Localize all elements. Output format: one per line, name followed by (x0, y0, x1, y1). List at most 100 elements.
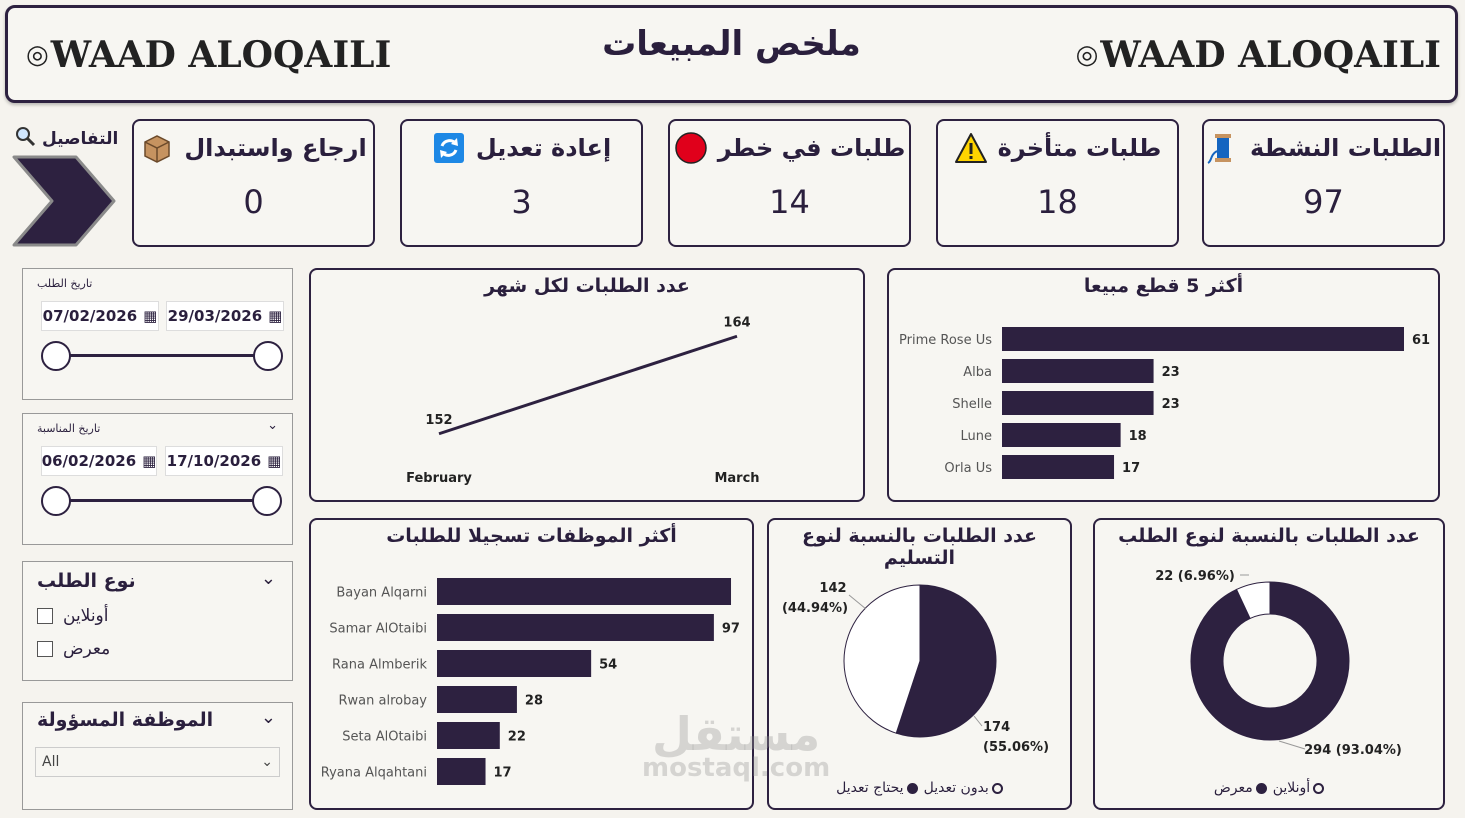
chart-title: أكثر الموظفات تسجيلا للطلبات (386, 525, 677, 547)
slicer-label: تاريخ المناسبة (37, 422, 101, 435)
slider-start-handle[interactable] (41, 486, 71, 516)
legend-item[interactable]: معرض (1214, 780, 1267, 796)
kpi-title: طلبات متأخرة (997, 134, 1162, 162)
category-label: Prime Rose Us (899, 333, 992, 348)
data-label: 17 (494, 766, 512, 781)
details-label: التفاصيل (42, 128, 119, 149)
bar (1002, 327, 1404, 351)
date-range-slider[interactable] (55, 499, 268, 502)
line-chart-svg: 152 February 164 March (406, 315, 759, 486)
data-label: 294 (93.04%) (1304, 743, 1402, 758)
category-label: Ryana Alqahtani (321, 766, 427, 781)
brand-logo: ◎ WAAD ALOQAILI (1076, 34, 1441, 76)
bar (437, 650, 592, 677)
category-label: Alba (963, 365, 992, 380)
legend-item[interactable]: يحتاج تعديل (836, 780, 918, 796)
kpi-value: 14 (769, 183, 810, 221)
bar (1002, 359, 1154, 383)
end-date-input[interactable]: 29/03/2026 ▦ (166, 301, 284, 331)
details-link[interactable]: التفاصيل (14, 125, 118, 152)
category-label: Samar AlOtaibi (329, 622, 427, 637)
kpi-value: 3 (511, 183, 532, 221)
top-items-chart: أكثر 5 قطع مبيعا Prime Rose Us 61 Alba 23 Sh… (887, 268, 1440, 502)
start-date-input[interactable]: 07/02/2026 ▦ (41, 301, 159, 331)
legend-label: يحتاج تعديل (836, 780, 904, 796)
slider-start-handle[interactable] (41, 341, 71, 371)
delivery-type-chart: عدد الطلبات بالنسبة لنوع التسليم 174 (55.… (767, 518, 1072, 810)
package-icon (140, 131, 174, 165)
chart-title: عدد الطلبات لكل شهر (484, 275, 690, 297)
data-label: 28 (525, 694, 543, 709)
date-value: 29/03/2026 (167, 307, 263, 325)
bar (1002, 391, 1154, 415)
brand-logo: ◎ WAAD ALOQAILI (26, 34, 391, 76)
chevron-down-icon[interactable]: ⌄ (260, 568, 276, 589)
kpi-value: 18 (1037, 183, 1078, 221)
date-value: 17/10/2026 (166, 452, 262, 470)
kpi-value: 0 (243, 183, 264, 221)
date-value: 07/02/2026 (42, 307, 138, 325)
category-label: Seta AlOtaibi (342, 730, 427, 745)
option-label: أونلاين (63, 606, 109, 626)
slider-end-handle[interactable] (252, 486, 282, 516)
slicer-label: الموظفة المسؤولة (37, 709, 214, 731)
data-label: (55.06%) (983, 740, 1049, 755)
employee-dropdown[interactable]: All ⌄ (35, 747, 280, 777)
bar (1002, 423, 1121, 447)
legend-item[interactable]: أونلاين (1273, 780, 1325, 796)
kpi-rework: إعادة تعديل 3 (400, 119, 643, 247)
option-label: معرض (63, 639, 111, 659)
chart-title: عدد الطلبات بالنسبة لنوع التسليم (802, 525, 1037, 569)
data-label: (44.94%) (782, 601, 848, 616)
chevron-down-icon[interactable]: ⌄ (260, 707, 276, 728)
legend-item[interactable]: بدون تعديل (924, 780, 1003, 796)
date-range-slider[interactable] (55, 354, 268, 357)
start-date-input[interactable]: 06/02/2026 ▦ (41, 446, 157, 476)
brand-logo-text: WAAD ALOQAILI (50, 34, 392, 76)
bar (437, 758, 486, 785)
legend-label: معرض (1213, 780, 1253, 796)
slider-end-handle[interactable] (253, 341, 283, 371)
chart-title: عدد الطلبات بالنسبة لنوع الطلب (1118, 525, 1420, 547)
kpi-value: 97 (1303, 183, 1344, 221)
calendar-icon: ▦ (267, 452, 282, 470)
legend-swatch (906, 782, 918, 794)
pie-slice (843, 584, 921, 734)
slicer-label: تاريخ الطلب (37, 277, 93, 290)
end-date-input[interactable]: 17/10/2026 ▦ (165, 446, 283, 476)
slicer-label: نوع الطلب (37, 570, 136, 592)
chart-legend: بدون تعديل يحتاج تعديل (769, 780, 1070, 796)
details-arrow-button[interactable] (12, 155, 116, 247)
top-employees-chart: أكثر الموظفات تسجيلا للطلبات Bayan Alqar… (309, 518, 754, 810)
leader-line (1278, 740, 1306, 750)
order-type-chart: عدد الطلبات بالنسبة لنوع الطلب 22 (6.96%… (1093, 518, 1445, 810)
data-label: 17 (1122, 461, 1140, 476)
category-label: Bayan Alqarni (336, 586, 427, 601)
order-date-slicer: تاريخ الطلب 07/02/2026 ▦ 29/03/2026 ▦ (22, 268, 293, 400)
logo-mark-icon: ◎ (26, 40, 49, 70)
data-label: 23 (1162, 397, 1180, 412)
leader-line (973, 715, 983, 727)
brand-logo-text: WAAD ALOQAILI (1100, 34, 1441, 76)
checkbox[interactable] (37, 608, 53, 624)
data-label: 152 (425, 413, 452, 428)
category-label: Orla Us (944, 461, 992, 476)
data-label: 22 (6.96%) (1155, 569, 1235, 584)
bar (437, 722, 500, 749)
data-label: 23 (1162, 365, 1180, 380)
checkbox[interactable] (37, 641, 53, 657)
option-showroom[interactable]: معرض (37, 639, 110, 659)
watermark: مستقل mostaql.com (642, 711, 830, 781)
bar (1002, 455, 1115, 479)
data-label: 164 (723, 315, 750, 330)
option-online[interactable]: أونلاين (37, 606, 108, 626)
data-label: 174 (983, 720, 1010, 735)
bar (437, 578, 732, 605)
chevron-down-icon[interactable]: ⌄ (267, 418, 278, 433)
order-type-slicer: نوع الطلب ⌄ أونلاين معرض (22, 561, 293, 681)
kpi-returns: ارجاع واستبدال 0 (132, 119, 375, 247)
thread-spool-icon (1206, 131, 1240, 165)
data-label: 22 (508, 730, 526, 745)
magnifier-icon (14, 125, 36, 152)
bar (437, 614, 714, 641)
